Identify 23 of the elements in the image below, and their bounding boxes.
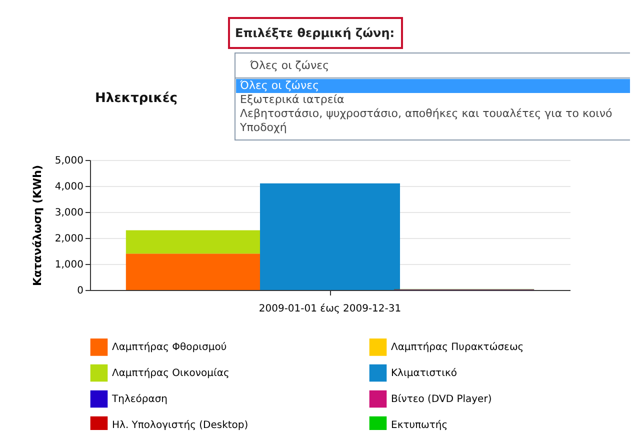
legend-label: Λαμπτήρας Πυρακτώσεως [391,342,524,354]
chart-title: Ηλεκτρικές [95,91,178,106]
y-tick-label: 1,000 [54,260,84,270]
y-tick-label: 2,000 [54,234,84,244]
y-tick-label: 4,000 [54,182,84,192]
legend-label: Τηλεόραση [111,394,168,405]
text: Όλες οι ζώνες [239,79,320,92]
x-tick-label: 2009-01-01 έως 2009-12-31 [258,304,402,314]
text: Λεβητοστάσιο, ψυχροστάσιο, αποθήκες και τουαλέτες για το κοινό [240,107,613,120]
legend-label: Λαμπτήρας Οικονομίας [112,368,230,379]
text: Υποδοχή [239,121,287,134]
legend-label: Εκτυπωτής [391,420,448,431]
legend-label: Ηλ. Υπολογιστής (Desktop) [112,420,248,431]
y-tick-label: 3,000 [54,208,84,218]
legend-label: Λαμπτήρας Φθορισμού [112,342,227,354]
text: Εξωτερικά ιατρεία [240,93,344,106]
y-tick-label: 5,000 [54,156,84,166]
text: Όλες οι ζώνες [249,59,330,72]
y-axis-title: Κατανάλωση (KWh) [30,165,44,286]
legend-label: Κλιματιστικό [391,368,457,379]
y-tick-label: 0 [77,286,84,296]
text: Επιλέξτε θερμική ζώνη: [235,26,395,40]
legend-label: Βίντεο (DVD Player) [391,394,492,405]
